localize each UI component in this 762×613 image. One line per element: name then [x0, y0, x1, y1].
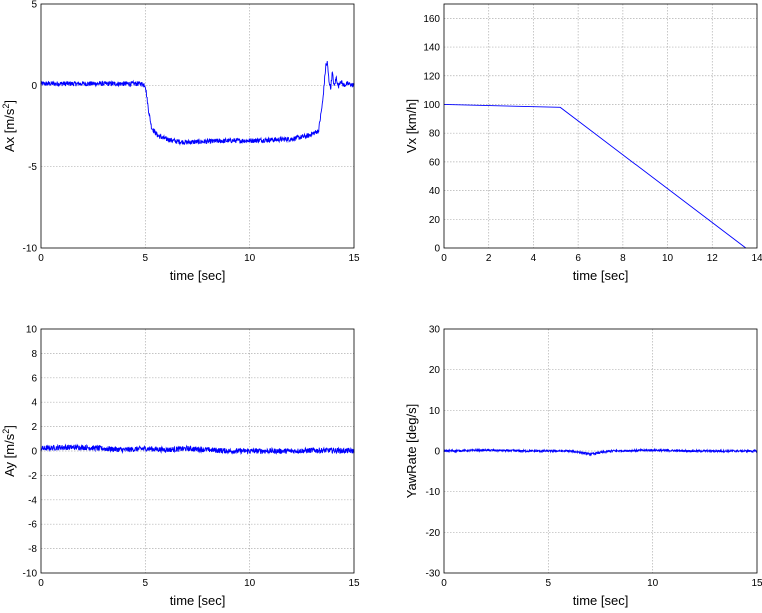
y-tick-label: 40: [429, 186, 441, 197]
y-tick-label: -20: [426, 528, 441, 539]
y-tick-label: 60: [429, 157, 441, 168]
y-tick-label: 10: [26, 325, 38, 336]
y-tick-label: -2: [28, 471, 37, 482]
plot-frame: [443, 3, 758, 249]
x-tick-label: 10: [662, 253, 674, 264]
x-tick-label: 0: [38, 578, 44, 589]
x-tick-label: 5: [546, 578, 552, 589]
x-tick-label: 14: [751, 253, 762, 264]
x-tick-label: 2: [486, 253, 492, 264]
plot-frame: [443, 328, 758, 574]
y-tick-label: 8: [31, 349, 37, 360]
x-tick-label: 10: [244, 578, 256, 589]
plot-frame: [40, 3, 355, 249]
x-tick-label: 4: [531, 253, 537, 264]
y-tick-label: -30: [426, 569, 441, 580]
y-axis-label-superscript: 2: [1, 429, 11, 434]
y-axis-label-text: Ay [m/s: [2, 433, 17, 477]
x-tick-label: 15: [751, 578, 762, 589]
y-tick-label: -6: [28, 520, 37, 531]
x-axis-label: time [sec]: [170, 268, 226, 283]
y-tick-label: -8: [28, 544, 37, 555]
x-tick-label: 15: [348, 578, 360, 589]
y-tick-label: 2: [31, 422, 37, 433]
x-axis-label: time [sec]: [573, 593, 629, 608]
y-tick-label: 6: [31, 373, 37, 384]
y-tick-label: 20: [429, 365, 441, 376]
y-tick-label: 30: [429, 325, 441, 336]
y-axis-label-text: YawRate [deg/s]: [404, 404, 419, 498]
y-axis-label-close: ]: [2, 425, 17, 429]
series-line-vx: [443, 104, 747, 249]
series-line-ay: [40, 443, 355, 455]
y-tick-label: 0: [434, 244, 440, 255]
x-tick-label: 10: [244, 253, 256, 264]
y-axis-label: Ax [m/s2]: [1, 100, 17, 152]
y-tick-label: 80: [429, 129, 441, 140]
x-axis-label: time [sec]: [573, 268, 629, 283]
series-line-yawrate: [443, 447, 758, 457]
y-tick-label: 0: [31, 447, 37, 458]
y-axis-label-close: ]: [2, 100, 17, 104]
y-tick-label: 160: [423, 14, 440, 25]
y-tick-label: 0: [31, 81, 37, 92]
x-tick-label: 12: [707, 253, 719, 264]
y-tick-label: 140: [423, 43, 440, 54]
y-tick-label: 120: [423, 71, 440, 82]
y-axis-label: YawRate [deg/s]: [404, 404, 419, 498]
y-tick-label: -10: [426, 487, 441, 498]
x-tick-label: 10: [647, 578, 659, 589]
x-tick-label: 0: [441, 253, 447, 264]
y-axis-label: Ay [m/s2]: [1, 425, 17, 477]
x-axis-label: time [sec]: [170, 593, 226, 608]
y-tick-label: -10: [23, 569, 38, 580]
x-tick-label: 0: [441, 578, 447, 589]
ax-plot: 0 5 10 15 -10 -5 0 5 time [sec] Ax [m/s2]: [1, 0, 360, 283]
x-tick-label: 6: [575, 253, 581, 264]
y-tick-label: -5: [28, 162, 37, 173]
y-axis-label-superscript: 2: [1, 104, 11, 109]
y-tick-label: 100: [423, 100, 440, 111]
y-tick-label: 4: [31, 398, 37, 409]
plot-frame: [40, 328, 355, 574]
y-tick-label: 0: [434, 447, 440, 458]
y-tick-label: 10: [429, 406, 441, 417]
y-tick-label: -4: [28, 495, 37, 506]
ay-plot: 0 5 10 15 -10 -8 -6 -4 -2 0 2 4 6 8 10 time [sec] Ay [m/…: [1, 325, 360, 609]
x-tick-label: 15: [348, 253, 360, 264]
y-axis-label-text: Vx [km/h]: [404, 99, 419, 153]
yawrate-plot: 0 5 10 15 -30 -20 -10 0 10 20 30 time [sec] YawRate …: [404, 325, 762, 609]
y-axis-label-text: Ax [m/s: [2, 108, 17, 152]
x-tick-label: 5: [143, 253, 149, 264]
x-tick-label: 5: [143, 578, 149, 589]
y-axis-label: Vx [km/h]: [404, 99, 419, 153]
y-tick-label: 20: [429, 215, 441, 226]
y-tick-label: -10: [23, 244, 38, 255]
series-line-ax: [40, 61, 355, 146]
x-tick-label: 8: [620, 253, 626, 264]
y-tick-label: 5: [31, 0, 37, 11]
x-tick-label: 0: [38, 253, 44, 264]
